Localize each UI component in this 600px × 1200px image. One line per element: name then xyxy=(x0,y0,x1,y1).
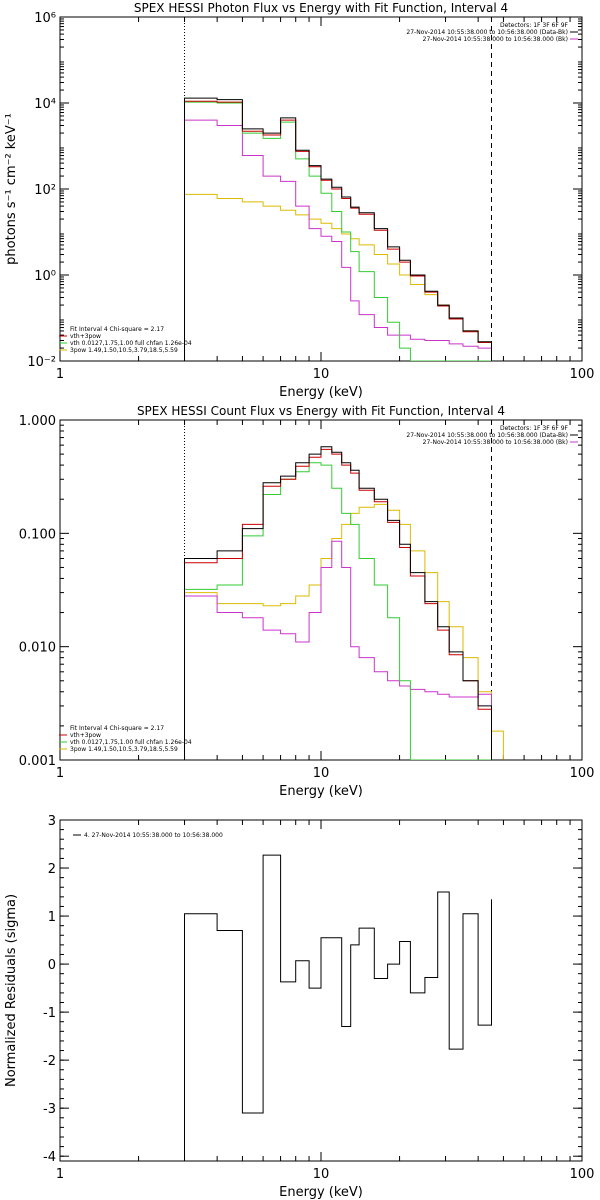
y-tick-label: 10⁻² xyxy=(27,355,56,370)
series-data xyxy=(184,854,492,1161)
series-power_law xyxy=(184,193,492,361)
series-total xyxy=(184,448,504,760)
legend-entry: Detectors: 1F 3F 6F 9F xyxy=(500,22,569,29)
plot-area xyxy=(184,97,492,361)
plot-area xyxy=(184,854,492,1161)
y-tick-label: -2 xyxy=(43,1054,56,1069)
panel-3: 1 10 100 -4 -3 -2 -1 0 1 2 3 Energy (keV) Normalized… xyxy=(4,814,594,1200)
x-tick-label: 10 xyxy=(313,766,330,781)
y-tick-label: -1 xyxy=(43,1006,56,1021)
y-axis-label: photons s⁻¹ cm⁻² keV⁻¹ xyxy=(4,113,19,265)
legend-entry: 27-Nov-2014 10:55:38.000 to 10:56:38.000… xyxy=(406,29,568,36)
x-tick-label: 1 xyxy=(56,367,64,382)
legend-entry: vth 0.0127,1.75,1.00 full chfan 1.26e-04 xyxy=(70,340,192,347)
series-thermal xyxy=(184,101,492,361)
legend-entry: 27-Nov-2014 10:55:38.000 to 10:56:38.000… xyxy=(423,36,568,43)
x-tick-label: 100 xyxy=(570,367,595,382)
panel-2: SPEX HESSI Count Flux vs Energy with Fit… xyxy=(19,404,595,799)
series-data xyxy=(184,446,504,760)
y-tick-label: 1.000 xyxy=(19,414,56,429)
y-tick-label: 0.100 xyxy=(19,527,56,542)
chart-title: SPEX HESSI Count Flux vs Energy with Fit… xyxy=(137,404,505,418)
y-tick-label: 10⁴ xyxy=(34,97,56,112)
y-tick-label: -3 xyxy=(43,1102,56,1117)
series-total xyxy=(184,100,492,361)
legend-entry: vth 0.0127,1.75,1.00 full chfan 1.26e-04 xyxy=(70,739,192,746)
legend-entry: 3pow 1.49,1.50,10.5,3.79,18.5,5.59 xyxy=(70,746,178,753)
legend-entry: Detectors: 1F 3F 6F 9F xyxy=(500,425,569,432)
y-tick-label: 1 xyxy=(48,910,56,925)
legend-entry: Fit Interval 4 Chi-square = 2.17 xyxy=(70,326,164,333)
x-tick-label: 1 xyxy=(56,1167,64,1182)
legend-entry: 3pow 1.49,1.50,10.5,3.79,18.5,5.59 xyxy=(70,347,178,354)
series-background xyxy=(184,119,492,361)
y-tick-label: 0 xyxy=(48,958,56,973)
y-tick-label: 10⁰ xyxy=(34,269,56,284)
legend-entry: 27-Nov-2014 10:55:38.000 to 10:56:38.000… xyxy=(406,432,568,439)
x-tick-label: 1 xyxy=(56,766,64,781)
series-data xyxy=(184,97,492,361)
x-axis-label: Energy (keV) xyxy=(279,1185,363,1200)
legend-entry: vth+3pow xyxy=(70,732,101,739)
y-tick-label: 10² xyxy=(34,183,56,198)
x-axis-label: Energy (keV) xyxy=(279,784,363,799)
x-tick-label: 10 xyxy=(313,1167,330,1182)
y-tick-label: 2 xyxy=(48,862,56,877)
y-tick-label: 0.010 xyxy=(19,641,56,656)
x-tick-label: 100 xyxy=(570,766,595,781)
y-tick-label: 3 xyxy=(48,814,56,829)
y-tick-label: 10⁶ xyxy=(34,11,56,26)
legend-entry: vth+3pow xyxy=(70,333,101,340)
series-background xyxy=(184,540,504,760)
series-thermal xyxy=(184,462,504,760)
plot-frame xyxy=(59,819,583,1162)
y-axis-label: Normalized Residuals (sigma) xyxy=(4,894,19,1087)
legend-entry: Fit Interval 4 Chi-square = 2.17 xyxy=(70,725,164,732)
panel-1: SPEX HESSI Photon Flux vs Energy with Fi… xyxy=(4,1,594,400)
y-tick-label: -4 xyxy=(43,1150,56,1165)
plot-area xyxy=(184,446,504,760)
x-tick-label: 100 xyxy=(570,1167,595,1182)
chart-title: SPEX HESSI Photon Flux vs Energy with Fi… xyxy=(134,1,508,15)
x-tick-label: 10 xyxy=(313,367,330,382)
legend-entry: 27-Nov-2014 10:55:38.000 to 10:56:38.000… xyxy=(423,439,568,446)
y-tick-label: 0.001 xyxy=(19,754,56,769)
x-axis-label: Energy (keV) xyxy=(279,385,363,400)
legend-entry: 4. 27-Nov-2014 10:55:38.000 to 10:56:38.… xyxy=(84,832,223,839)
series-power_law xyxy=(184,503,504,760)
